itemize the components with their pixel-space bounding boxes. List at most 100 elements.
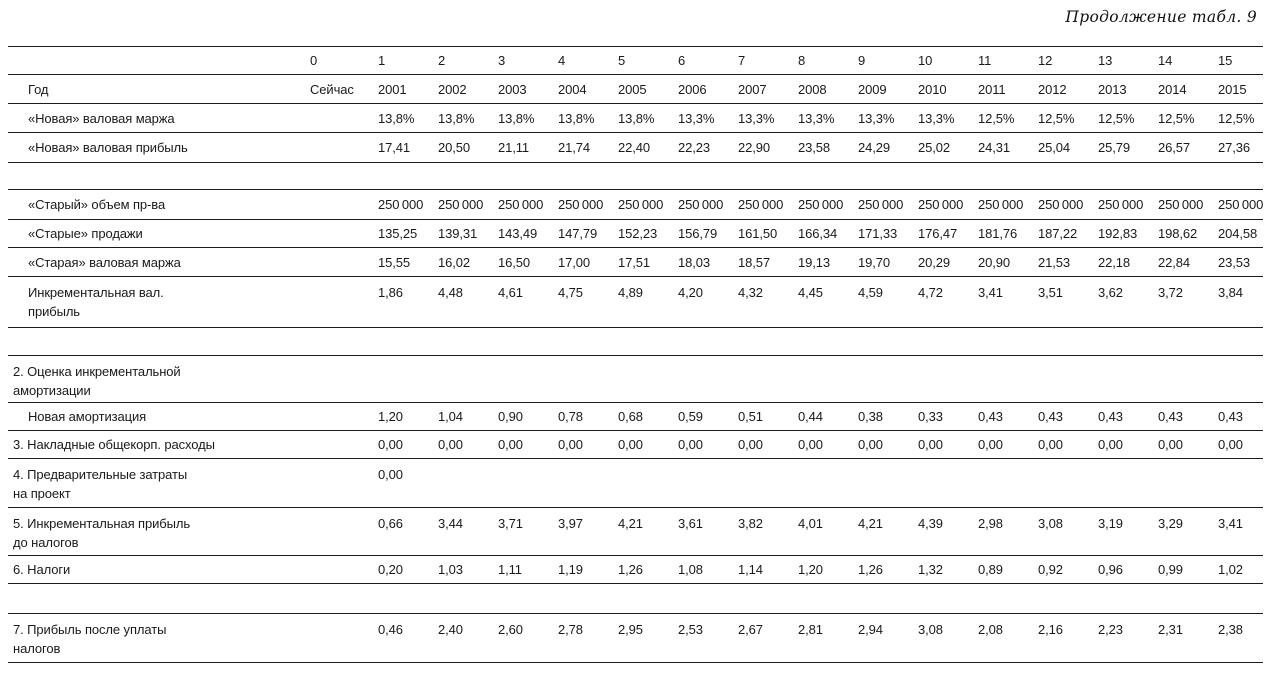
row-old-gross-margin-value-2: 16,02 — [438, 254, 471, 270]
row-old-sales-label: «Старые» продажи — [8, 224, 310, 243]
row-3-corporate-overhead-value-6: 0,00 — [678, 437, 703, 452]
row-old-gross-margin-label-line: «Старая» валовая маржа — [28, 254, 181, 270]
row-old-gross-margin-value-14: 22,84 — [1158, 254, 1191, 270]
row-4-preliminary-project-costs-value-6 — [678, 459, 738, 465]
row-new-gross-margin-value-7: 13,3% — [738, 110, 775, 126]
row-old-gross-margin-value-15: 23,53 — [1218, 254, 1251, 270]
row-new-depreciation-value-6: 0,59 — [678, 409, 703, 424]
row-old-production-volume-label: «Старый» объем пр-ва — [8, 195, 310, 214]
row-section-2-incremental-depreciation: 2. Оценка инкрементальной амортизации — [8, 356, 1263, 403]
row-incremental-gross-profit-label-line: прибыль — [28, 304, 80, 319]
row-6-taxes-value-11: 0,89 — [978, 562, 1003, 577]
row-3-corporate-overhead-value-13: 0,00 — [1098, 437, 1123, 452]
row-incremental-gross-profit-value-11: 3,41 — [978, 285, 1003, 300]
row-old-sales-value-14: 198,62 — [1158, 226, 1198, 241]
row-column-indices-value-6: 6 — [678, 53, 686, 68]
row-incremental-gross-profit-value-1: 1,86 — [378, 285, 403, 300]
row-new-gross-profit-value-4: 21,74 — [558, 140, 591, 155]
row-new-depreciation-label: Новая амортизация — [8, 407, 310, 426]
row-4-preliminary-project-costs-value-1: 0,00 — [378, 467, 403, 482]
row-new-gross-margin-label: «Новая» валовая маржа — [8, 109, 310, 128]
row-6-taxes-value-14: 0,99 — [1158, 562, 1183, 577]
row-new-depreciation-value-3: 0,90 — [498, 409, 523, 424]
row-3-corporate-overhead-value-8: 0,00 — [798, 437, 823, 452]
spacer-3 — [8, 584, 1263, 614]
row-5-incremental-profit-before-tax-label-line: 5. Инкрементальная прибыль — [13, 516, 191, 531]
row-new-gross-margin-value-15: 12,5% — [1218, 110, 1255, 126]
row-3-corporate-overhead-value-12: 0,00 — [1038, 437, 1063, 452]
row-new-gross-profit-value-1: 17,41 — [378, 140, 411, 155]
row-column-indices-value-8: 8 — [798, 53, 806, 68]
row-7-profit-after-tax-value-14: 2,31 — [1158, 622, 1183, 637]
row-6-taxes-value-8: 1,20 — [798, 562, 823, 577]
row-new-gross-profit-value-5: 22,40 — [618, 140, 651, 155]
row-new-gross-margin-value-11: 12,5% — [978, 110, 1015, 126]
row-3-corporate-overhead-value-9: 0,00 — [858, 437, 883, 452]
row-incremental-gross-profit-label-line: Инкрементальная вал. — [28, 285, 164, 300]
row-5-incremental-profit-before-tax-label-line: до налогов — [13, 535, 79, 550]
row-old-production-volume-value-4: 250 000 — [558, 197, 604, 212]
row-old-sales-value-10: 176,47 — [918, 226, 958, 241]
row-6-taxes-value-3: 1,11 — [498, 562, 522, 577]
row-incremental-gross-profit-value-5: 4,89 — [618, 285, 643, 300]
row-7-profit-after-tax-value-13: 2,23 — [1098, 622, 1123, 637]
row-5-incremental-profit-before-tax-value-8: 4,01 — [798, 516, 823, 531]
row-7-profit-after-tax-label: 7. Прибыль после уплаты налогов — [8, 614, 310, 658]
row-new-gross-profit-value-9: 24,29 — [858, 140, 891, 155]
row-7-profit-after-tax-value-9: 2,94 — [858, 622, 883, 637]
row-column-indices-value-14: 14 — [1158, 53, 1173, 68]
financial-table: 0 1 2 3 4 5 6 7 8 9 10 11 12 13 14 15 Год Сейчас 2001 2002 2… — [8, 46, 1263, 663]
row-new-gross-margin-value-2: 13,8% — [438, 110, 475, 126]
row-year-value-11: 2011 — [978, 81, 1006, 97]
row-7-profit-after-tax-label-line: 7. Прибыль после уплаты — [13, 622, 167, 637]
row-new-gross-profit-value-11: 24,31 — [978, 140, 1011, 155]
row-5-incremental-profit-before-tax-value-6: 3,61 — [678, 516, 703, 531]
row-incremental-gross-profit-value-3: 4,61 — [498, 285, 523, 300]
row-5-incremental-profit-before-tax-value-4: 3,97 — [558, 516, 583, 531]
row-3-corporate-overhead-value-15: 0,00 — [1218, 437, 1243, 452]
row-old-gross-margin-value-12: 21,53 — [1038, 254, 1071, 270]
row-6-taxes-value-5: 1,26 — [618, 562, 643, 577]
row-5-incremental-profit-before-tax-value-0 — [310, 508, 378, 514]
row-new-gross-margin-value-6: 13,3% — [678, 110, 715, 126]
row-new-gross-profit-value-3: 21,11 — [498, 140, 530, 155]
row-5-incremental-profit-before-tax-value-2: 3,44 — [438, 516, 463, 531]
row-new-gross-profit-value-13: 25,79 — [1098, 140, 1131, 155]
row-new-depreciation-value-15: 0,43 — [1218, 409, 1243, 424]
row-section-2-incremental-depreciation-label-line: 2. Оценка инкрементальной — [13, 364, 181, 379]
row-old-gross-margin-value-9: 19,70 — [858, 254, 891, 270]
row-new-depreciation-value-13: 0,43 — [1098, 409, 1123, 424]
row-new-gross-margin-value-9: 13,3% — [858, 110, 895, 126]
row-new-gross-margin-value-4: 13,8% — [558, 110, 595, 126]
row-3-corporate-overhead-value-11: 0,00 — [978, 437, 1003, 452]
row-old-production-volume-value-10: 250 000 — [918, 197, 964, 212]
row-incremental-gross-profit-value-15: 3,84 — [1218, 285, 1243, 300]
row-old-gross-margin-value-8: 19,13 — [798, 254, 831, 270]
row-5-incremental-profit-before-tax-value-11: 2,98 — [978, 516, 1003, 531]
row-7-profit-after-tax-label-line: налогов — [13, 641, 61, 656]
row-old-gross-margin-value-4: 17,00 — [558, 254, 591, 270]
row-column-indices-value-7: 7 — [738, 53, 746, 68]
row-year-value-4: 2004 — [558, 81, 587, 97]
row-new-gross-profit: «Новая» валовая прибыль 17,41 20,50 21,11 21… — [8, 133, 1263, 163]
row-new-gross-margin-value-13: 12,5% — [1098, 110, 1135, 126]
row-old-sales-value-8: 166,34 — [798, 226, 838, 241]
row-column-indices-value-11: 11 — [978, 53, 992, 68]
row-7-profit-after-tax-value-5: 2,95 — [618, 622, 643, 637]
row-6-taxes-value-9: 1,26 — [858, 562, 883, 577]
row-old-gross-margin-value-10: 20,29 — [918, 254, 951, 270]
row-3-corporate-overhead-value-7: 0,00 — [738, 437, 763, 452]
row-7-profit-after-tax: 7. Прибыль после уплаты налогов 0,46 2,40 2,… — [8, 614, 1263, 663]
row-7-profit-after-tax-value-3: 2,60 — [498, 622, 523, 637]
row-year-value-8: 2008 — [798, 81, 827, 97]
row-column-indices-value-12: 12 — [1038, 53, 1053, 68]
row-new-depreciation-value-2: 1,04 — [438, 409, 463, 424]
row-old-production-volume-value-11: 250 000 — [978, 197, 1024, 212]
row-3-corporate-overhead-value-10: 0,00 — [918, 437, 943, 452]
row-4-preliminary-project-costs-value-14 — [1158, 459, 1218, 465]
row-incremental-gross-profit-value-9: 4,59 — [858, 285, 883, 300]
row-5-incremental-profit-before-tax-value-15: 3,41 — [1218, 516, 1243, 531]
row-incremental-gross-profit-value-0 — [310, 277, 378, 283]
row-incremental-gross-profit-value-8: 4,45 — [798, 285, 823, 300]
row-incremental-gross-profit-value-10: 4,72 — [918, 285, 943, 300]
